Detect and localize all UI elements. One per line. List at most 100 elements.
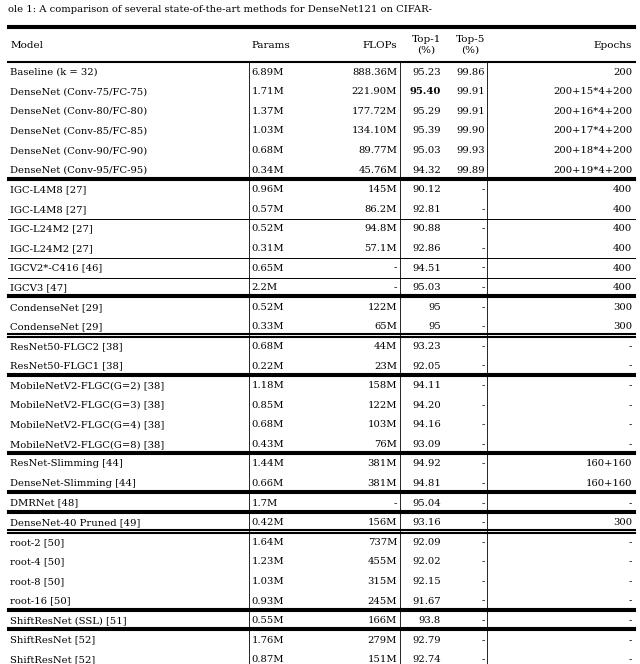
Text: -: - xyxy=(481,440,485,449)
Text: CondenseNet [29]: CondenseNet [29] xyxy=(10,322,102,331)
Text: 279M: 279M xyxy=(368,635,397,645)
Text: Model: Model xyxy=(10,41,44,50)
Text: 200+15*4+200: 200+15*4+200 xyxy=(553,87,632,96)
Text: -: - xyxy=(629,616,632,625)
Text: 221.90M: 221.90M xyxy=(352,87,397,96)
Text: 44M: 44M xyxy=(374,342,397,351)
Text: 86.2M: 86.2M xyxy=(365,205,397,214)
Text: 455M: 455M xyxy=(367,557,397,566)
Text: -: - xyxy=(481,420,485,430)
Text: FLOPs: FLOPs xyxy=(362,41,397,50)
Text: DMRNet [48]: DMRNet [48] xyxy=(10,499,79,508)
Text: MobileNetV2-FLGC(G=3) [38]: MobileNetV2-FLGC(G=3) [38] xyxy=(10,400,164,410)
Text: Epochs: Epochs xyxy=(594,41,632,50)
Text: 95.29: 95.29 xyxy=(412,107,441,116)
Text: 0.66M: 0.66M xyxy=(252,479,284,488)
Text: 89.77M: 89.77M xyxy=(358,146,397,155)
Text: IGC-L24M2 [27]: IGC-L24M2 [27] xyxy=(10,244,93,253)
Text: 95.03: 95.03 xyxy=(412,283,441,292)
Text: DenseNet (Conv-95/FC-95): DenseNet (Conv-95/FC-95) xyxy=(10,165,147,175)
Text: -: - xyxy=(394,264,397,273)
Text: -: - xyxy=(481,342,485,351)
Text: 93.16: 93.16 xyxy=(412,518,441,527)
Text: 0.85M: 0.85M xyxy=(252,400,284,410)
Text: 94.51: 94.51 xyxy=(412,264,441,273)
Text: 45.76M: 45.76M xyxy=(358,165,397,175)
Text: 92.86: 92.86 xyxy=(413,244,441,253)
Text: CondenseNet [29]: CondenseNet [29] xyxy=(10,303,102,312)
Text: 737M: 737M xyxy=(368,538,397,547)
Text: ResNet50-FLGC2 [38]: ResNet50-FLGC2 [38] xyxy=(10,342,123,351)
Text: 145M: 145M xyxy=(367,185,397,195)
Text: -: - xyxy=(481,479,485,488)
Text: -: - xyxy=(629,499,632,508)
Text: 300: 300 xyxy=(613,303,632,312)
Text: 99.90: 99.90 xyxy=(456,126,485,135)
Text: MobileNetV2-FLGC(G=2) [38]: MobileNetV2-FLGC(G=2) [38] xyxy=(10,381,164,390)
Text: -: - xyxy=(481,518,485,527)
Text: -: - xyxy=(481,635,485,645)
Text: Baseline (k = 32): Baseline (k = 32) xyxy=(10,68,98,77)
Text: 0.52M: 0.52M xyxy=(252,224,284,234)
Text: 1.03M: 1.03M xyxy=(252,577,284,586)
Text: IGCV2*-C416 [46]: IGCV2*-C416 [46] xyxy=(10,264,102,273)
Text: -: - xyxy=(481,283,485,292)
Text: -: - xyxy=(629,635,632,645)
Text: -: - xyxy=(629,381,632,390)
Text: 94.20: 94.20 xyxy=(412,400,441,410)
Text: 92.81: 92.81 xyxy=(412,205,441,214)
Text: 0.22M: 0.22M xyxy=(252,361,284,371)
Text: -: - xyxy=(481,538,485,547)
Text: -: - xyxy=(629,596,632,606)
Text: 95: 95 xyxy=(428,322,441,331)
Text: -: - xyxy=(481,459,485,469)
Text: IGCV3 [47]: IGCV3 [47] xyxy=(10,283,67,292)
Text: -: - xyxy=(629,557,632,566)
Text: -: - xyxy=(629,361,632,371)
Text: 381M: 381M xyxy=(367,459,397,469)
Text: -: - xyxy=(481,596,485,606)
Text: 122M: 122M xyxy=(367,303,397,312)
Text: ShiftResNet [52]: ShiftResNet [52] xyxy=(10,635,95,645)
Text: root-8 [50]: root-8 [50] xyxy=(10,577,65,586)
Text: 93.09: 93.09 xyxy=(412,440,441,449)
Text: 65M: 65M xyxy=(374,322,397,331)
Text: -: - xyxy=(629,577,632,586)
Text: 122M: 122M xyxy=(367,400,397,410)
Text: -: - xyxy=(629,440,632,449)
Text: Top-5
(%): Top-5 (%) xyxy=(456,35,485,55)
Text: 0.52M: 0.52M xyxy=(252,303,284,312)
Text: -: - xyxy=(629,400,632,410)
Text: 93.23: 93.23 xyxy=(412,342,441,351)
Text: DenseNet (Conv-90/FC-90): DenseNet (Conv-90/FC-90) xyxy=(10,146,147,155)
Text: IGC-L24M2 [27]: IGC-L24M2 [27] xyxy=(10,224,93,234)
Text: 94.16: 94.16 xyxy=(412,420,441,430)
Text: 1.23M: 1.23M xyxy=(252,557,284,566)
Text: DenseNet (Conv-85/FC-85): DenseNet (Conv-85/FC-85) xyxy=(10,126,147,135)
Text: 1.44M: 1.44M xyxy=(252,459,285,469)
Text: 103M: 103M xyxy=(367,420,397,430)
Text: 200: 200 xyxy=(613,68,632,77)
Text: MobileNetV2-FLGC(G=4) [38]: MobileNetV2-FLGC(G=4) [38] xyxy=(10,420,164,430)
Text: 1.64M: 1.64M xyxy=(252,538,284,547)
Text: 2.2M: 2.2M xyxy=(252,283,278,292)
Text: 245M: 245M xyxy=(367,596,397,606)
Text: ShiftResNet (SSL) [51]: ShiftResNet (SSL) [51] xyxy=(10,616,127,625)
Text: 95.04: 95.04 xyxy=(412,499,441,508)
Text: -: - xyxy=(481,557,485,566)
Text: 400: 400 xyxy=(613,205,632,214)
Text: ResNet-Slimming [44]: ResNet-Slimming [44] xyxy=(10,459,123,469)
Text: 99.86: 99.86 xyxy=(456,68,485,77)
Text: 0.68M: 0.68M xyxy=(252,342,284,351)
Text: 177.72M: 177.72M xyxy=(352,107,397,116)
Text: 158M: 158M xyxy=(367,381,397,390)
Text: 160+160: 160+160 xyxy=(586,479,632,488)
Text: 166M: 166M xyxy=(368,616,397,625)
Text: 92.05: 92.05 xyxy=(412,361,441,371)
Text: 94.92: 94.92 xyxy=(412,459,441,469)
Text: 90.12: 90.12 xyxy=(412,185,441,195)
Text: -: - xyxy=(481,185,485,195)
Text: 400: 400 xyxy=(613,283,632,292)
Text: 94.32: 94.32 xyxy=(412,165,441,175)
Text: ole 1: A comparison of several state-of-the-art methods for DenseNet121 on CIFAR: ole 1: A comparison of several state-of-… xyxy=(8,5,432,14)
